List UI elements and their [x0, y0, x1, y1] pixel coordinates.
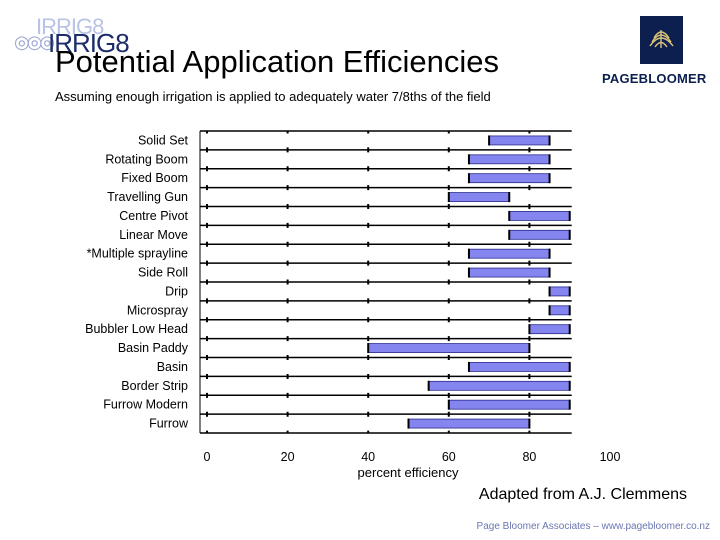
category-label: Solid Set	[138, 133, 189, 147]
range-bar	[468, 248, 550, 259]
category-label: Basin	[157, 360, 188, 374]
category-label: Bubbler Low Head	[85, 322, 188, 336]
category-label: Border Strip	[121, 379, 188, 393]
category-label: Microspray	[127, 303, 189, 317]
page-title: Potential Application Efficiencies	[55, 44, 500, 79]
category-label: Fixed Boom	[121, 171, 188, 185]
range-bar	[468, 362, 571, 372]
x-axis-label: percent efficiency	[358, 465, 459, 480]
category-label: Drip	[165, 284, 188, 298]
category-label: Travelling Gun	[107, 190, 188, 204]
brand-wordmark: PAGEBLOOMER	[602, 71, 707, 86]
range-bar	[549, 305, 571, 316]
pagebloomer-logo: PAGEBLOOMER	[598, 16, 708, 88]
range-bar	[448, 192, 510, 202]
range-bar	[508, 229, 571, 240]
range-bar	[549, 286, 571, 297]
category-label: Rotating Boom	[105, 152, 188, 166]
category-label: *Multiple sprayline	[87, 247, 188, 261]
category-label: Linear Move	[119, 228, 188, 242]
page-subtitle: Assuming enough irrigation is applied to…	[55, 89, 491, 104]
category-label: Side Roll	[138, 266, 188, 280]
logo-text: IRRIG8	[48, 28, 130, 58]
logo-shadow-text: IRRIG8	[36, 14, 104, 39]
irrig8-logo: ◎◎◎ IRRIG8 IRRIG8	[10, 14, 130, 58]
range-bar	[428, 380, 571, 391]
range-bar	[468, 173, 550, 184]
x-tick-label: 20	[281, 450, 295, 464]
range-bar	[468, 154, 550, 165]
range-bar	[488, 135, 550, 146]
website-text: Page Bloomer Associates – www.pagebloome…	[476, 521, 710, 532]
category-label: Basin Paddy	[118, 341, 189, 355]
x-tick-label: 0	[204, 450, 211, 464]
range-bar	[508, 211, 571, 221]
x-tick-label: 100	[600, 450, 621, 464]
x-tick-label: 80	[522, 450, 536, 464]
range-bar	[408, 418, 530, 429]
x-tick-label: 40	[361, 450, 375, 464]
range-bar	[448, 399, 571, 410]
category-label: Furrow Modern	[103, 398, 188, 412]
category-label: Centre Pivot	[119, 209, 188, 223]
water-drops-icon: ◎◎◎	[14, 32, 55, 52]
emblem-icon	[640, 16, 683, 64]
category-label: Furrow	[149, 417, 189, 431]
range-bar	[367, 343, 530, 353]
credit-text: Adapted from A.J. Clemmens	[478, 486, 687, 503]
range-bar	[468, 267, 550, 278]
range-bar	[529, 324, 571, 335]
x-tick-label: 60	[442, 450, 456, 464]
